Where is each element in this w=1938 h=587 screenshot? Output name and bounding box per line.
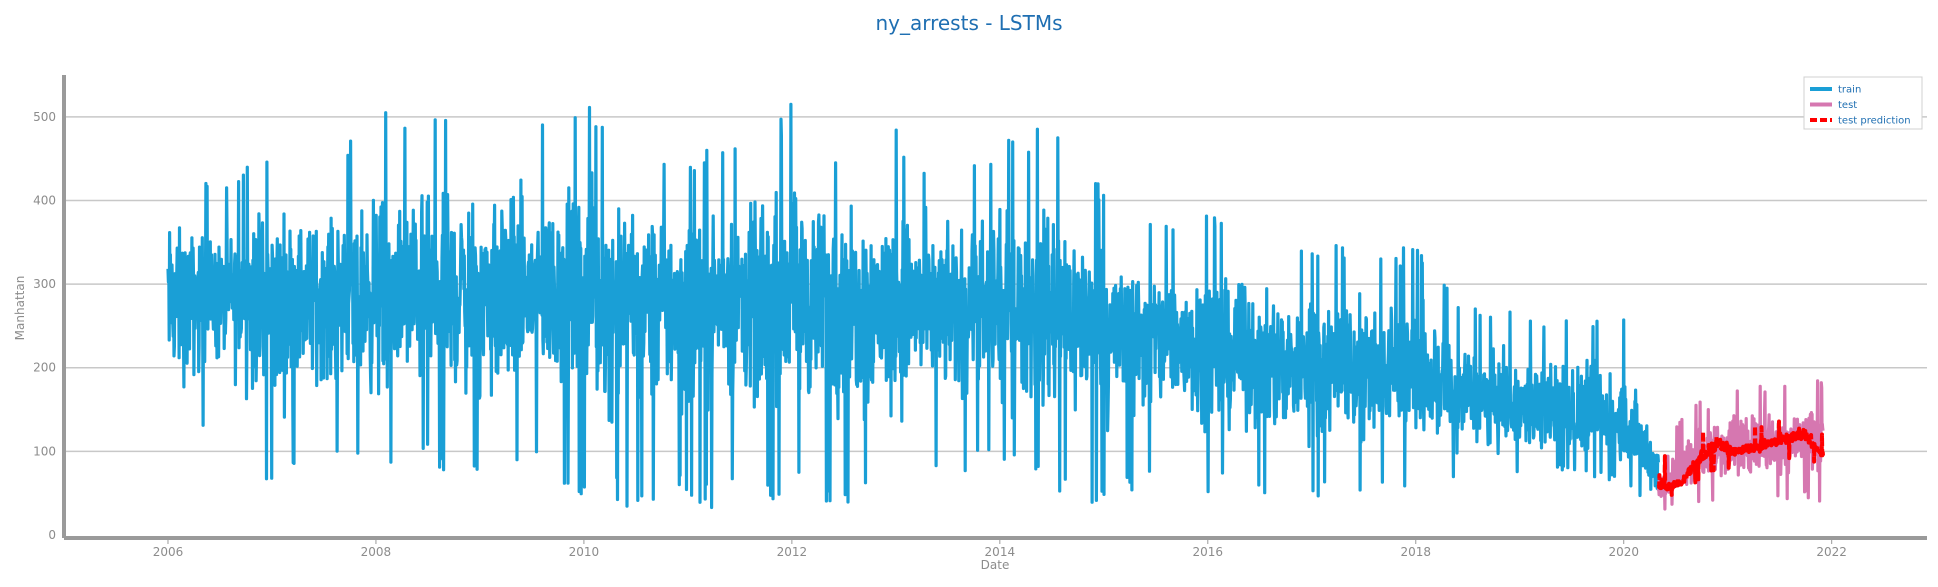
y-tick-label: 400 <box>33 193 56 207</box>
legend: train test test prediction <box>1803 76 1923 130</box>
y-tick-label: 100 <box>33 444 56 458</box>
legend-label: test prediction <box>1838 116 1911 127</box>
tick-layer: 0 100 200 300 400 500 2006 2008 2010 2012 2014 2016… <box>33 110 1847 559</box>
x-tick-label: 2006 <box>153 545 184 559</box>
x-tick-label: 2012 <box>777 545 808 559</box>
series-line-test <box>1656 379 1825 511</box>
x-tick-label: 2010 <box>569 545 600 559</box>
x-tick-label: 2022 <box>1816 545 1847 559</box>
series-line-train <box>166 102 1660 510</box>
series-line-test-prediction <box>1656 419 1825 497</box>
legend-label: train <box>1838 85 1861 96</box>
y-tick-label: 500 <box>33 110 56 124</box>
axes-layer <box>62 75 1927 540</box>
x-tick-label: 2020 <box>1608 545 1639 559</box>
y-tick-label: 0 <box>48 528 56 542</box>
y-axis-label: Manhattan <box>13 276 27 341</box>
x-tick-label: 2008 <box>361 545 392 559</box>
series-layer <box>166 102 1825 511</box>
x-tick-label: 2016 <box>1193 545 1224 559</box>
x-axis-label: Date <box>981 558 1010 572</box>
y-tick-label: 200 <box>33 361 56 375</box>
x-tick-label: 2018 <box>1400 545 1431 559</box>
legend-label: test <box>1838 100 1857 111</box>
chart-title: ny_arrests - LSTMs <box>875 11 1062 35</box>
y-tick-label: 300 <box>33 277 56 291</box>
x-tick-label: 2014 <box>985 545 1016 559</box>
legend-items: train test test prediction <box>1810 85 1911 127</box>
